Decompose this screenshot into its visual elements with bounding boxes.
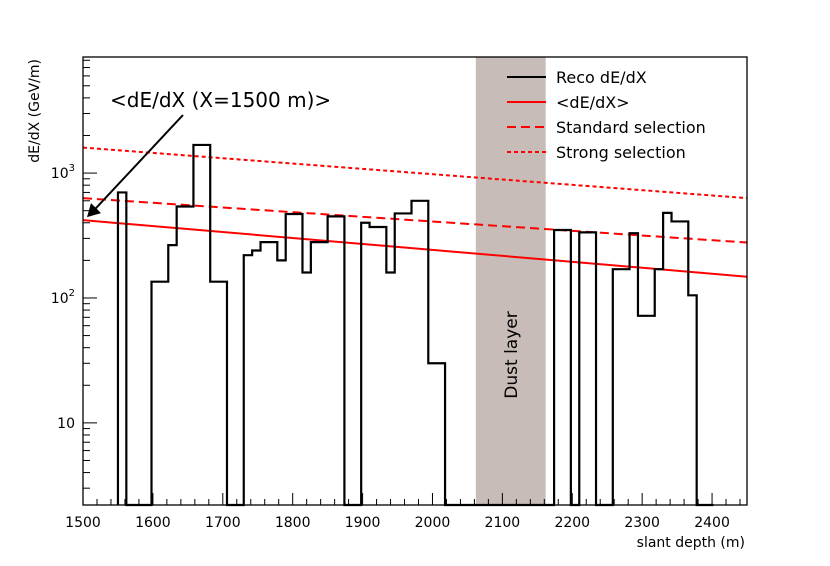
histogram-bin (277, 260, 285, 505)
histogram-bin (168, 245, 176, 505)
x-tick-label: 2200 (554, 515, 590, 531)
axis-ticks-group: 1500 1600 1700 1800 1900 2000 2100 2200 2300 2400… (51, 59, 741, 531)
histogram-group (116, 143, 714, 507)
legend: Reco dE/dX <dE/dX> Standard selection Stron… (507, 68, 706, 162)
histogram-bin (210, 282, 218, 505)
x-tick-label: 1500 (65, 515, 101, 531)
legend-label: Standard selection (556, 118, 706, 137)
histogram-bin (672, 221, 680, 505)
histogram-bin (621, 269, 629, 505)
histogram-bin (219, 282, 227, 505)
x-tick-label: 1600 (135, 515, 171, 531)
y-tick-label: 103 (51, 163, 75, 182)
series-line-de-dx (82, 219, 748, 278)
histogram-bin (302, 272, 310, 505)
x-tick-label: 2300 (624, 515, 660, 531)
series-line-standard-selection (82, 197, 748, 244)
histogram-bin (412, 201, 420, 505)
histogram-bin (185, 207, 193, 505)
plot-frame (82, 56, 748, 506)
legend-label: <dE/dX> (556, 93, 630, 112)
histogram-bin (428, 363, 436, 505)
y-tick-label: 10 (57, 416, 75, 432)
histogram-bin (311, 242, 319, 505)
x-tick-label: 1900 (345, 515, 381, 531)
histogram-bin (403, 213, 411, 505)
histogram-bin (646, 316, 654, 505)
histogram-bin (420, 201, 428, 505)
histogram-bin (386, 272, 394, 505)
histogram-bin (294, 214, 302, 505)
dust-layer-band (475, 57, 546, 505)
histogram-bin (655, 269, 663, 505)
histogram-bin (613, 269, 621, 505)
x-tick-label: 2100 (485, 515, 521, 531)
dust-layer-band-group: Dust layer (475, 57, 546, 505)
annotation-text: <dE/dX (X=1500 m)> (110, 88, 331, 112)
legend-label: Strong selection (556, 143, 686, 162)
histogram-bin (361, 223, 369, 505)
histogram-bin (202, 145, 210, 505)
histogram-bin (554, 230, 562, 505)
histogram-bin (177, 207, 185, 505)
histogram-bin (680, 221, 688, 505)
histogram-bin (437, 363, 445, 505)
histogram-bin (663, 213, 671, 505)
histogram-outline (116, 143, 714, 507)
histogram-bin (579, 232, 587, 505)
histogram-bin (244, 255, 252, 505)
histogram-bin (160, 282, 168, 505)
histogram-bin (328, 216, 336, 505)
histogram-bin (370, 227, 378, 505)
histogram-bin (688, 295, 696, 505)
x-tick-label: 2000 (415, 515, 451, 531)
y-axis-title: dE/dX (GeV/m) (27, 59, 43, 163)
histogram-bin (378, 227, 386, 505)
annotation-arrow-head (87, 203, 101, 218)
histogram-bin (118, 192, 126, 505)
histogram-bin (252, 250, 260, 505)
x-tick-label: 1700 (205, 515, 241, 531)
histogram-bin (193, 145, 201, 505)
annotation-group: <dE/dX (X=1500 m)> (87, 88, 331, 218)
histogram-bin (269, 242, 277, 505)
histogram-bin (319, 242, 327, 505)
y-tick-label: 102 (51, 288, 75, 307)
histogram-bin (638, 316, 646, 505)
histogram-bin (261, 242, 269, 505)
series-group (82, 146, 748, 278)
x-tick-label: 2400 (694, 515, 730, 531)
histogram-bin (151, 282, 159, 505)
series-line-strong-selection (82, 146, 748, 200)
x-axis-title: slant depth (m) (637, 535, 745, 551)
x-tick-label: 1800 (275, 515, 311, 531)
histogram-bin (336, 216, 344, 505)
legend-label: Reco dE/dX (556, 68, 647, 87)
histogram-bin (395, 213, 403, 505)
histogram-bin (630, 233, 638, 505)
dust-layer-label: Dust layer (502, 311, 522, 398)
histogram-bin (286, 214, 294, 505)
histogram-bin (588, 232, 596, 505)
annotation-arrow-line (94, 114, 184, 210)
histogram-bin (562, 230, 570, 505)
